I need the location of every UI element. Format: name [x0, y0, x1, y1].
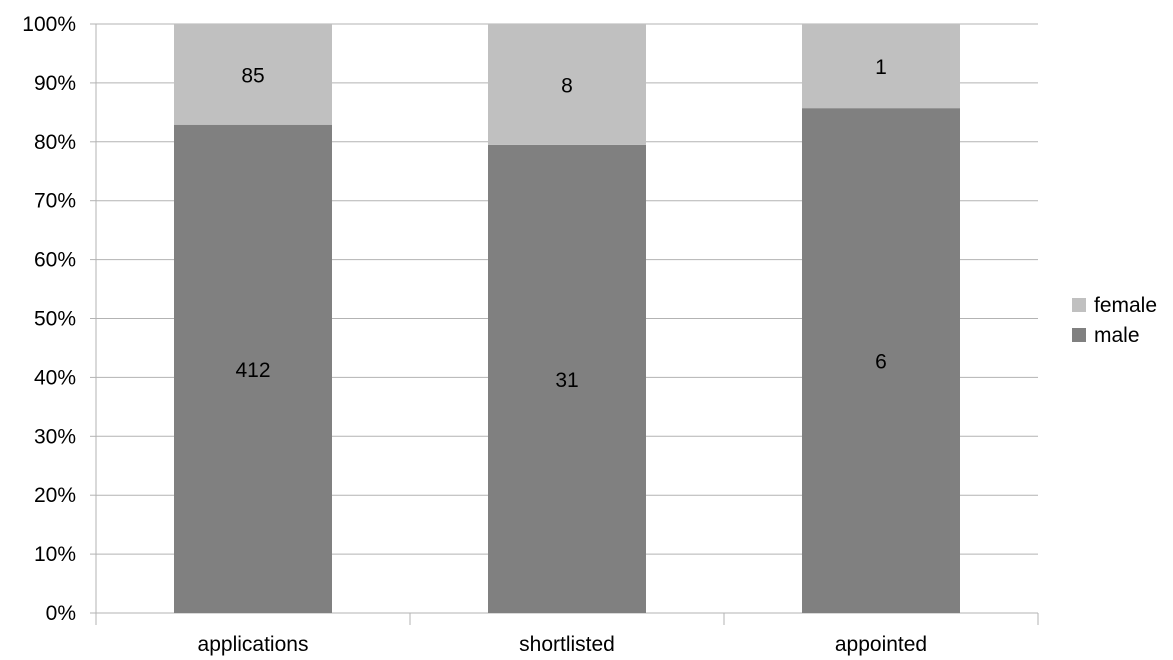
y-tick-label: 70% [34, 190, 76, 213]
y-tick-label: 30% [34, 425, 76, 448]
y-tick-label: 50% [34, 308, 76, 331]
y-tick-label: 60% [34, 249, 76, 272]
bar-segment-male [174, 124, 332, 613]
data-label-male: 412 [235, 359, 270, 382]
bars [174, 24, 960, 614]
y-tick-label: 40% [34, 366, 76, 389]
bar-segment-male [802, 108, 960, 614]
data-labels: 412 85 31 8 6 1 [235, 56, 886, 392]
data-label-female: 85 [241, 64, 264, 87]
y-tick-label: 80% [34, 131, 76, 154]
data-label-male: 31 [555, 369, 578, 392]
data-label-female: 8 [561, 74, 573, 97]
legend-label-male: male [1094, 324, 1140, 347]
legend-swatch-female [1072, 298, 1086, 312]
y-tick-label: 100% [22, 13, 76, 36]
bar-segment-female [488, 24, 646, 145]
bar-segment-male [488, 144, 646, 614]
data-label-male: 6 [875, 351, 887, 374]
x-category-label: appointed [835, 633, 927, 656]
data-label-female: 1 [875, 56, 887, 79]
y-tick-label: 0% [46, 602, 76, 625]
legend: female male [1072, 294, 1157, 347]
bar-segment-female [802, 24, 960, 109]
y-tick-label: 10% [34, 543, 76, 566]
y-tick-label: 20% [34, 484, 76, 507]
legend-label-female: female [1094, 294, 1157, 317]
x-category-label: shortlisted [519, 633, 615, 656]
x-category-label: applications [198, 633, 309, 656]
legend-swatch-male [1072, 328, 1086, 342]
axes: 0% 10% 20% 30% 40% 50% 60% 70% 80% 90% 100% applica… [22, 13, 1039, 656]
bar-segment-female [174, 24, 332, 125]
y-tick-label: 90% [34, 72, 76, 95]
